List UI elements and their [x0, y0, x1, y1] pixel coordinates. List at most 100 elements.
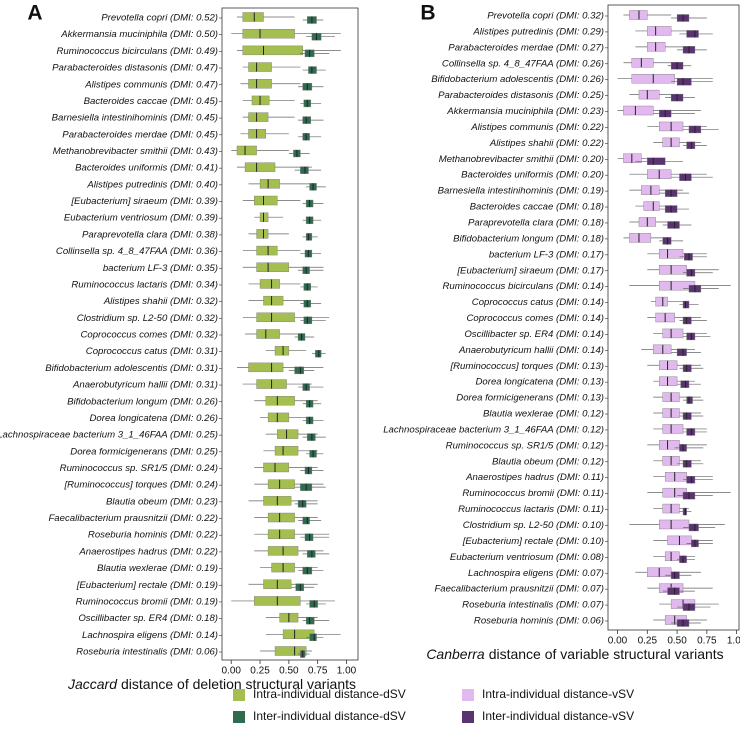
box: [659, 376, 678, 386]
category-label: Ruminococcus lactaris (DMI: 0.11): [458, 504, 604, 515]
category-label: Anaerobutyricum hallii (DMI: 0.31): [72, 380, 218, 391]
category-label: Prevotella copri (DMI: 0.52): [101, 13, 218, 24]
category-label: Ruminococcus sp. SR1/5 (DMI: 0.24): [60, 463, 218, 474]
category-label: Prevotella copri (DMI: 0.32): [487, 11, 604, 22]
category-label: [Eubacterium] siraeum (DMI: 0.17): [456, 265, 604, 276]
box: [305, 616, 315, 625]
category-label: Coprococcus comes (DMI: 0.32): [80, 330, 218, 341]
box: [684, 253, 693, 261]
category-label: Coprococcus comes (DMI: 0.14): [466, 313, 604, 324]
box: [638, 89, 660, 100]
category-label: Methanobrevibacter smithii (DMI: 0.20): [439, 154, 604, 165]
box: [297, 500, 307, 508]
category-label: Anaerobutyricum hallii (DMI: 0.14): [458, 345, 604, 356]
box: [641, 185, 660, 195]
x-tick-label: 0.00: [608, 636, 628, 647]
category-label: Alistipes communis (DMI: 0.22): [470, 122, 604, 133]
box: [267, 512, 295, 523]
legend-swatch: [462, 711, 474, 723]
legend-label: Intra-individual distance-dSV: [253, 687, 406, 701]
box: [248, 62, 272, 72]
legend-swatch: [462, 689, 474, 701]
category-label: Alistipes putredinis (DMI: 0.40): [86, 179, 218, 190]
box: [309, 600, 318, 608]
category-label: Anaerostipes hadrus (DMI: 0.11): [465, 472, 604, 483]
x-axis-label-part: distance of variable structural variants: [489, 646, 724, 662]
box: [248, 362, 284, 373]
category-label: Bacteroides caccae (DMI: 0.18): [470, 202, 604, 213]
x-axis-label: Canberra distance of variable structural …: [426, 646, 723, 662]
box: [676, 348, 687, 357]
box: [670, 571, 680, 579]
category-label: bacterium LF-3 (DMI: 0.17): [489, 249, 604, 260]
box: [259, 279, 280, 289]
plot-frame: [221, 7, 359, 661]
category-label: Lachnospira eligens (DMI: 0.14): [82, 630, 218, 641]
category-label: Akkermansia muciniphila (DMI: 0.23): [446, 106, 604, 117]
x-tick-label: 0.75: [308, 666, 328, 677]
box: [686, 476, 696, 484]
category-label: Dorea longicatena (DMI: 0.26): [89, 413, 218, 424]
box: [659, 265, 687, 275]
box: [686, 396, 693, 404]
box: [662, 328, 684, 339]
category-label: Collinsella sp. 4_8_47FAA (DMI: 0.26): [442, 58, 604, 69]
box: [274, 646, 307, 656]
category-label: Blautia obeum (DMI: 0.12): [492, 456, 604, 467]
box: [248, 112, 269, 122]
box: [682, 507, 687, 516]
box: [686, 269, 696, 277]
box: [259, 179, 280, 189]
box: [682, 316, 692, 325]
box: [682, 412, 692, 420]
category-label: Barnesiella intestinihominis (DMI: 0.19): [438, 186, 604, 197]
box: [244, 162, 276, 172]
box: [623, 153, 642, 163]
category-label: Bacteroides uniformis (DMI: 0.20): [461, 170, 604, 181]
category-label: Alistipes shahii (DMI: 0.22): [489, 138, 604, 149]
category-label: Faecalibacterium prausnitzii (DMI: 0.07): [434, 584, 604, 595]
category-label: bacterium LF-3 (DMI: 0.35): [103, 263, 218, 274]
box: [265, 396, 295, 406]
category-label: Bacteroides uniformis (DMI: 0.41): [75, 163, 218, 174]
legend-label: Intra-individual distance-vSV: [482, 687, 634, 701]
x-tick-label: 0.50: [667, 636, 687, 647]
x-tick-label: 1.00: [727, 636, 740, 647]
x-axis-label: Jaccard distance of deletion structural v…: [67, 676, 356, 692]
box: [686, 332, 696, 341]
category-label: Alistipes putredinis (DMI: 0.29): [472, 26, 604, 37]
box: [256, 229, 269, 239]
box: [242, 12, 264, 22]
box: [267, 529, 295, 539]
x-axis-label-part: Jaccard: [67, 676, 118, 692]
box: [667, 221, 680, 229]
category-label: Lachnospiraceae bacterium 3_1_46FAA (DMI…: [383, 424, 604, 435]
box: [629, 10, 648, 20]
box: [662, 424, 684, 434]
category-label: Collinsella sp. 4_8_47FAA (DMI: 0.36): [56, 246, 218, 257]
category-label: Paraprevotella clara (DMI: 0.18): [468, 218, 604, 229]
x-axis-label-part: Canberra: [426, 646, 485, 662]
box: [248, 129, 266, 139]
category-label: Lachnospiraceae bacterium 3_1_46FAA (DMI…: [0, 430, 218, 441]
category-label: Paraprevotella clara (DMI: 0.38): [82, 229, 218, 240]
box: [254, 195, 278, 206]
category-label: [Eubacterium] rectale (DMI: 0.10): [462, 536, 604, 547]
box: [256, 312, 295, 323]
category-label: Eubacterium ventriosum (DMI: 0.08): [450, 552, 604, 563]
box: [686, 141, 696, 150]
category-label: Coprococcus catus (DMI: 0.14): [472, 297, 604, 308]
box: [647, 157, 666, 165]
category-label: Anaerostipes hadrus (DMI: 0.22): [78, 546, 218, 557]
box: [274, 345, 290, 356]
category-label: Bacteroides caccae (DMI: 0.45): [84, 96, 218, 107]
category-label: Bifidobacterium adolescentis (DMI: 0.26): [431, 74, 604, 85]
x-tick-label: 0.25: [250, 666, 270, 677]
x-tick-label: 0.25: [638, 636, 658, 647]
category-label: Dorea formicigenerans (DMI: 0.25): [70, 446, 218, 457]
box: [315, 349, 322, 358]
box: [659, 360, 678, 370]
category-label: Ruminococcus lactaris (DMI: 0.34): [71, 279, 218, 290]
box: [263, 295, 284, 306]
